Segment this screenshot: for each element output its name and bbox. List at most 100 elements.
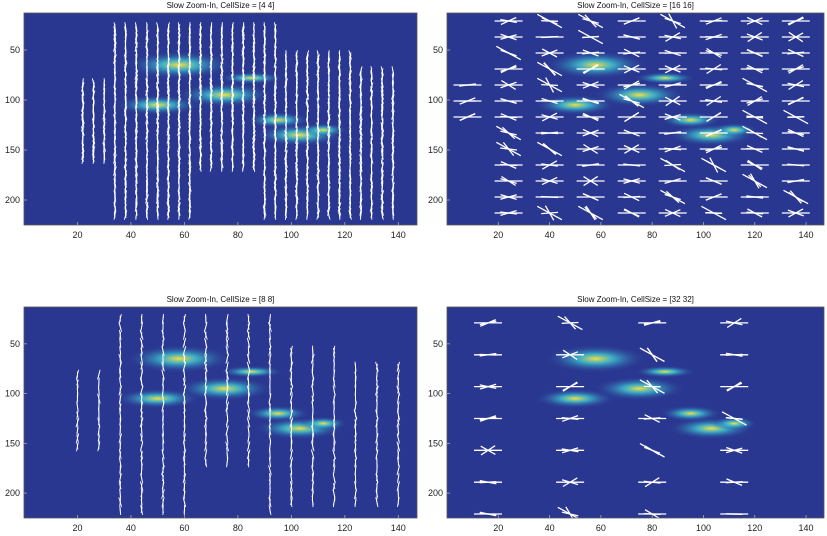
hog-glyph: [275, 212, 276, 218]
hog-glyph: [77, 396, 78, 402]
y-tick-label: 50: [433, 339, 443, 349]
x-tick-label: 60: [596, 523, 606, 533]
y-tick-label: 200: [428, 195, 443, 205]
x-tick-label: 40: [545, 523, 555, 533]
hog-glyph: [157, 212, 158, 218]
hog-glyph: [377, 404, 378, 410]
hog-glyph: [141, 467, 142, 473]
hog-glyph: [355, 380, 356, 386]
hog-glyph: [313, 420, 314, 426]
x-tick-label: 100: [284, 523, 299, 533]
hog-glyph: [313, 356, 314, 362]
hog-glyph: [355, 459, 356, 465]
x-tick-label: 120: [747, 523, 762, 533]
y-tick-label: 150: [5, 438, 20, 448]
hog-glyph: [313, 380, 314, 386]
y-tick-label: 150: [5, 145, 20, 155]
x-tick-label: 120: [337, 230, 352, 240]
x-tick-label: 20: [493, 230, 503, 240]
y-tick-label: 50: [10, 339, 20, 349]
y-tick-label: 200: [5, 488, 20, 498]
hog-glyph: [313, 443, 314, 449]
x-tick-label: 20: [72, 230, 82, 240]
x-tick-label: 60: [179, 523, 189, 533]
hog-glyph: [270, 507, 271, 513]
x-tick-label: 140: [391, 523, 406, 533]
hog-glyph: [248, 388, 249, 394]
hog-glyph: [377, 420, 378, 426]
chart-title: Slow Zoom-In, CellSize = [4 4]: [167, 1, 275, 10]
hog-glyph: [480, 354, 497, 355]
chart-title: Slow Zoom-In, CellSize = [32 32]: [577, 295, 694, 304]
hog-glyph: [623, 165, 640, 166]
x-tick-label: 80: [233, 523, 243, 533]
y-tick-label: 200: [5, 195, 20, 205]
hog-glyph: [644, 514, 661, 515]
hog-glyph: [206, 396, 207, 402]
heat-blob: [299, 416, 347, 430]
heat-blob: [246, 112, 310, 128]
x-tick-label: 20: [72, 523, 82, 533]
plot-background: [447, 13, 824, 225]
heat-blob: [660, 406, 722, 422]
x-tick-label: 140: [391, 230, 406, 240]
hog-glyph: [382, 212, 383, 218]
y-tick-label: 200: [428, 488, 443, 498]
x-tick-label: 140: [799, 523, 814, 533]
hog-glyph: [163, 396, 164, 402]
y-tick-label: 100: [428, 389, 443, 399]
hog-glyph: [190, 212, 191, 218]
heat-blob: [534, 95, 616, 115]
chart-title: Slow Zoom-In, CellSize = [8 8]: [167, 295, 275, 304]
hog-glyph: [334, 364, 335, 370]
y-tick-label: 150: [428, 145, 443, 155]
x-tick-label: 60: [596, 230, 606, 240]
x-tick-label: 80: [647, 523, 657, 533]
hog-glyph: [398, 396, 399, 402]
x-tick-label: 20: [493, 523, 503, 533]
hog-glyph: [291, 380, 292, 386]
x-tick-label: 40: [545, 230, 555, 240]
hog-glyph: [705, 213, 722, 214]
heat-blob: [660, 112, 722, 128]
y-tick-label: 100: [428, 95, 443, 105]
hog-glyph: [334, 380, 335, 386]
y-tick-label: 100: [5, 389, 20, 399]
hog-glyph: [664, 85, 681, 86]
plot-background: [24, 307, 417, 518]
heat-blob: [115, 389, 201, 409]
x-tick-label: 40: [126, 230, 136, 240]
hog-glyph: [141, 427, 142, 433]
heat-blob: [634, 72, 696, 84]
heat-blob: [544, 345, 647, 373]
x-tick-label: 120: [747, 230, 762, 240]
hog-glyph: [291, 420, 292, 426]
y-tick-label: 50: [433, 45, 443, 55]
hog-glyph: [120, 443, 121, 449]
hog-glyph: [582, 37, 599, 38]
x-tick-label: 80: [233, 230, 243, 240]
x-tick-label: 100: [284, 230, 299, 240]
y-tick-label: 100: [5, 95, 20, 105]
heat-blob: [246, 406, 310, 422]
hog-glyph: [291, 412, 292, 418]
hog-glyph: [398, 404, 399, 410]
hog-glyph: [334, 467, 335, 473]
hog-glyph: [398, 372, 399, 378]
hog-glyph: [163, 388, 164, 394]
x-tick-label: 80: [647, 230, 657, 240]
hog-glyph: [313, 348, 314, 354]
y-tick-label: 150: [428, 438, 443, 448]
hog-glyph: [163, 443, 164, 449]
hog-glyph: [541, 37, 558, 38]
hog-glyph: [248, 316, 249, 322]
hog-glyph: [227, 451, 228, 457]
y-tick-label: 50: [10, 45, 20, 55]
x-tick-label: 60: [179, 230, 189, 240]
heat-blob: [534, 389, 616, 409]
heat-blob: [219, 366, 283, 378]
x-tick-label: 40: [126, 523, 136, 533]
x-tick-label: 140: [799, 230, 814, 240]
